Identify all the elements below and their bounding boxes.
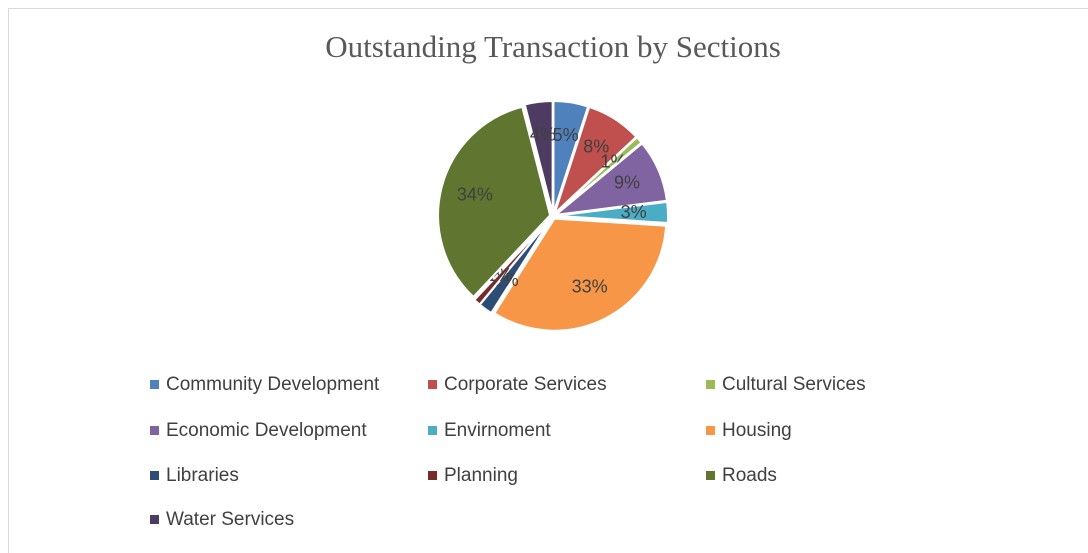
legend-label: Housing: [722, 420, 792, 441]
legend-swatch: [706, 471, 715, 480]
legend-swatch: [150, 426, 159, 435]
data-label: 5%: [553, 125, 579, 145]
legend-label: Cultural Services: [722, 374, 866, 395]
legend-label: Corporate Services: [444, 374, 607, 395]
legend-swatch: [150, 515, 159, 524]
data-label: 9%: [614, 173, 640, 193]
pie-slice: [472, 217, 552, 306]
chart-title: Outstanding Transaction by Sections: [325, 29, 781, 64]
legend-label: Community Development: [166, 374, 380, 395]
pie-slice: [552, 142, 668, 217]
pie-slice: [555, 200, 669, 224]
data-label: 3%: [621, 202, 647, 222]
legend-label: Roads: [722, 465, 777, 486]
legend-swatch: [150, 471, 159, 480]
legend-swatch: [428, 471, 437, 480]
legend-label: Planning: [444, 465, 518, 486]
legend-label: Water Services: [166, 509, 294, 530]
legend-swatch: [706, 426, 715, 435]
legend-swatch: [428, 426, 437, 435]
data-label: 4%: [530, 125, 556, 145]
data-label: 33%: [572, 277, 608, 297]
legend-label: Envirnoment: [444, 420, 551, 441]
data-label: 34%: [457, 185, 493, 205]
legend-swatch: [428, 380, 437, 389]
data-label: 8%: [583, 137, 609, 157]
pie-slice: [437, 105, 552, 299]
legend-label: Libraries: [166, 465, 239, 486]
legend-swatch: [706, 380, 715, 389]
pie-slice: [523, 100, 554, 214]
legend-label: Economic Development: [166, 420, 367, 441]
pie-slice: [492, 217, 668, 332]
legend-swatch: [150, 380, 159, 389]
